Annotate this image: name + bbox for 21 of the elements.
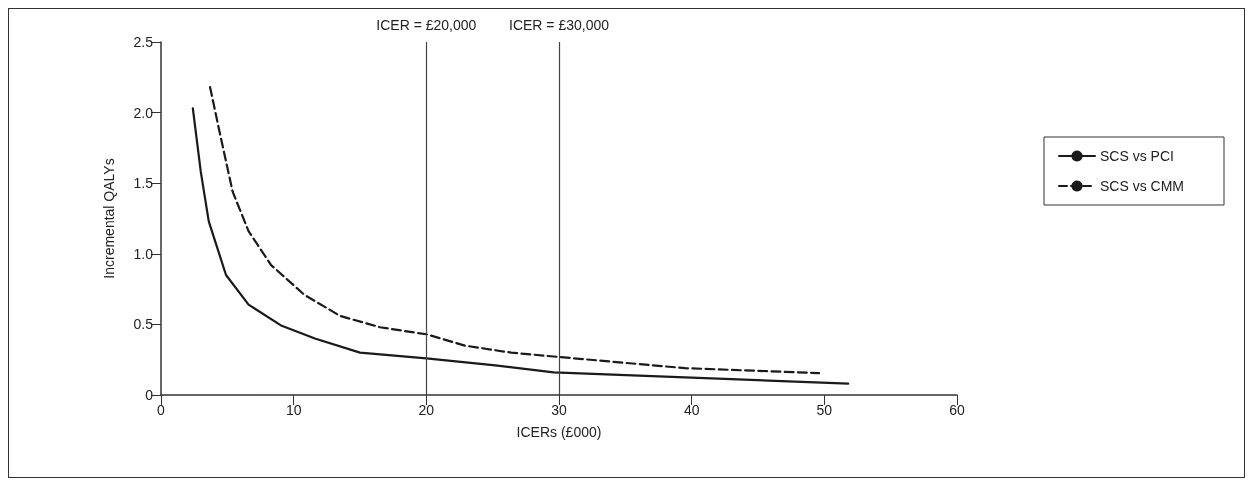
x-axis-title: ICERs (£000) <box>516 424 602 440</box>
ref-line-label: ICER = £20,000 <box>376 17 477 33</box>
y-tick-label: 1.5 <box>133 175 154 192</box>
x-tick-label: 50 <box>816 402 833 418</box>
x-tick-label: 40 <box>683 402 700 418</box>
line-series <box>191 107 850 385</box>
y-axis-title: Incremental QALYs <box>101 158 117 279</box>
x-tick-label: 60 <box>949 402 965 418</box>
y-tick-label: 2.5 <box>133 34 154 50</box>
x-tick-label: 0 <box>157 402 166 418</box>
y-tick-label: 0.5 <box>133 316 154 333</box>
legend-label: SCS vs CMM <box>1100 178 1184 194</box>
line-series <box>208 86 821 375</box>
legend-label: SCS vs PCI <box>1100 148 1174 164</box>
x-tick-label: 10 <box>285 402 302 418</box>
ref-line-label: ICER = £30,000 <box>508 17 610 33</box>
y-tick-label: 1.0 <box>133 245 154 262</box>
y-tick-label: 2.0 <box>133 104 154 121</box>
x-tick-label: 20 <box>418 402 435 418</box>
x-tick-label: 30 <box>551 402 567 418</box>
y-tick-label: 0 <box>145 387 154 403</box>
